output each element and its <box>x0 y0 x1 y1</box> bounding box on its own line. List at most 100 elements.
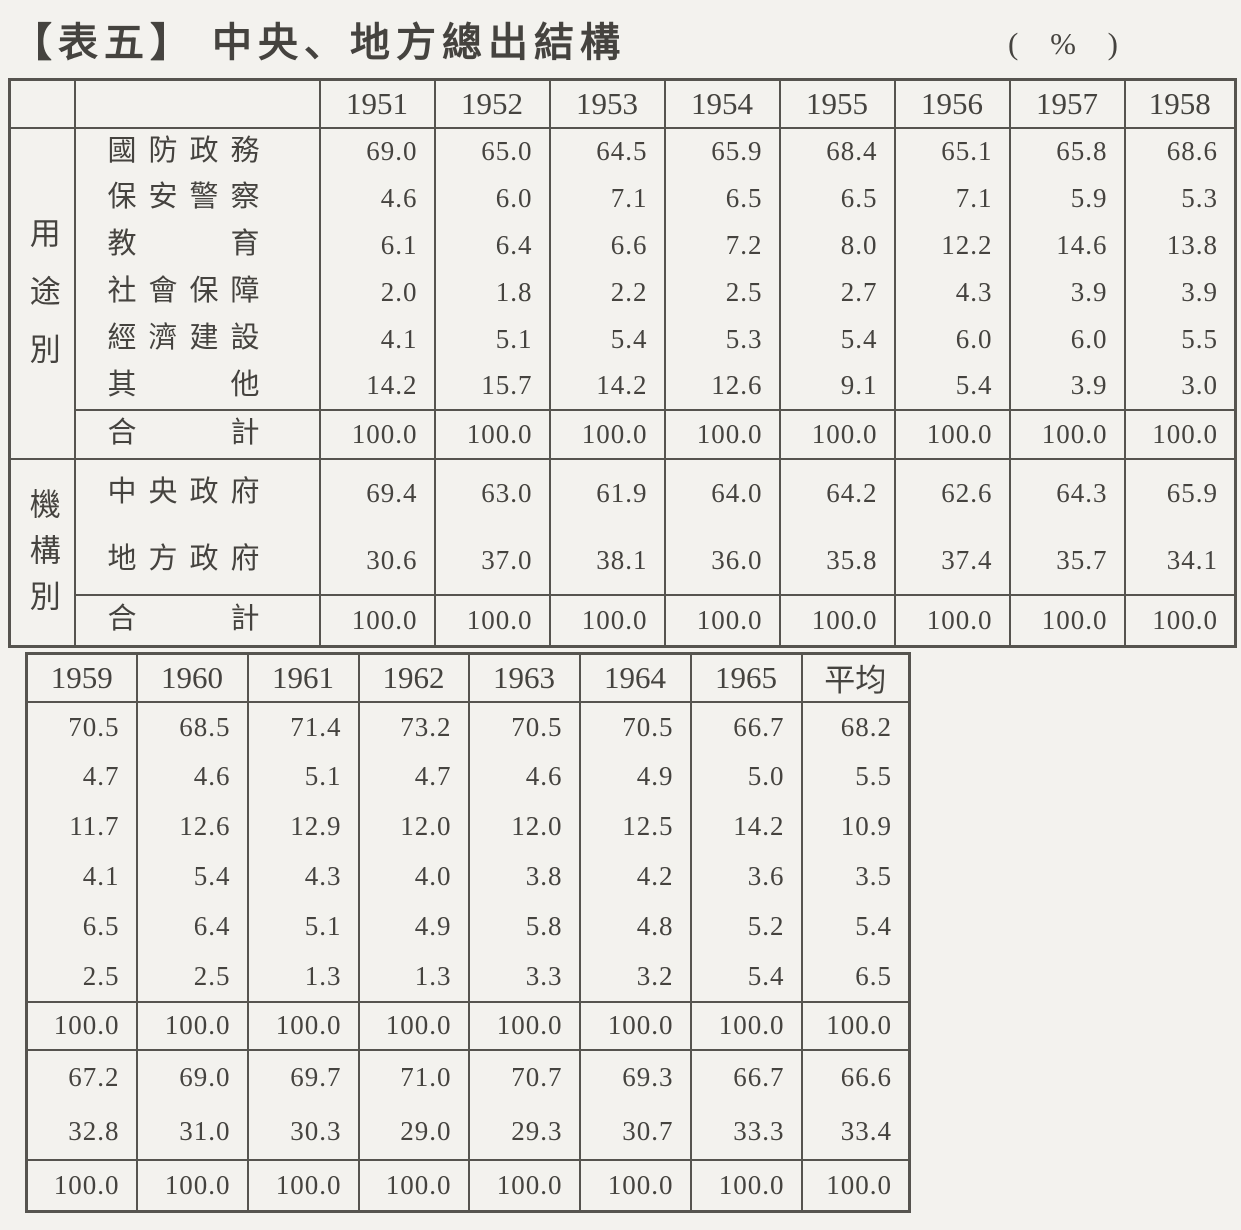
value-cell: 34.1 <box>1123 526 1236 595</box>
value-cell: 100.0 <box>357 1158 469 1213</box>
row-label-cell: 經濟建設 <box>73 315 320 363</box>
row-label: 經濟建設 <box>107 322 260 355</box>
value-cell: 100.0 <box>689 1158 802 1213</box>
row-label: 教育 <box>107 228 260 261</box>
value-cell: 1.3 <box>357 951 469 1002</box>
value-cell: 6.5 <box>800 951 910 1002</box>
row-label-cell: 國防政務 <box>73 127 320 175</box>
value-cell: 6.5 <box>663 174 780 222</box>
value-cell: 70.5 <box>25 701 137 752</box>
value-cell: 2.5 <box>663 268 780 316</box>
value-cell: 3.9 <box>1008 268 1125 316</box>
value-cell: 69.0 <box>318 127 435 175</box>
row-label: 其他 <box>107 368 260 401</box>
value-cell: 30.7 <box>578 1104 691 1160</box>
value-cell: 100.0 <box>246 1000 359 1051</box>
total-label-cell: 合計 <box>73 408 320 460</box>
value-cell: 12.2 <box>893 221 1010 269</box>
value-cell: 100.0 <box>800 1158 910 1213</box>
value-cell: 4.0 <box>357 851 469 902</box>
value-cell: 69.3 <box>578 1049 691 1105</box>
value-cell: 4.9 <box>578 751 691 802</box>
value-cell: 100.0 <box>893 408 1010 460</box>
value-cell: 1.3 <box>246 951 359 1002</box>
total-label: 合計 <box>107 603 260 636</box>
value-cell: 11.7 <box>25 801 137 852</box>
value-cell: 2.5 <box>25 951 137 1002</box>
value-cell: 100.0 <box>135 1158 248 1213</box>
value-cell: 4.6 <box>318 174 435 222</box>
year-header-cell: 1958 <box>1123 79 1236 129</box>
year-header-cell: 1961 <box>246 653 359 703</box>
value-cell: 5.4 <box>135 851 248 902</box>
year-header-cell: 1964 <box>578 653 691 703</box>
table-row: 其他 14.2 15.7 14.2 12.6 9.1 5.4 3.9 3.0 <box>10 362 1236 410</box>
value-cell: 65.0 <box>433 127 550 175</box>
value-cell: 100.0 <box>663 593 780 648</box>
value-cell: 10.9 <box>800 801 910 852</box>
value-cell: 5.9 <box>1008 174 1125 222</box>
table-row: 1951 1952 1953 1954 1955 1956 1957 1958 <box>8 79 1236 129</box>
value-cell: 100.0 <box>778 593 895 648</box>
value-cell: 100.0 <box>357 1000 469 1051</box>
value-cell: 14.6 <box>1008 221 1125 269</box>
value-cell: 13.8 <box>1123 221 1236 269</box>
value-cell: 68.4 <box>778 127 895 175</box>
value-cell: 14.2 <box>318 362 435 410</box>
table-row: 保安警察 4.6 6.0 7.1 6.5 6.5 7.1 5.9 5.3 <box>10 174 1236 222</box>
value-cell: 12.0 <box>467 801 580 852</box>
value-cell: 64.0 <box>663 458 780 527</box>
value-cell: 30.3 <box>246 1104 359 1160</box>
row-label: 地方政府 <box>107 543 260 576</box>
year-header-cell: 1955 <box>778 79 895 129</box>
value-cell: 64.5 <box>548 127 665 175</box>
table-row: 1959 1960 1961 1962 1963 1964 1965 平均 <box>25 653 910 703</box>
group-label-usage: 用途別 <box>24 217 60 391</box>
value-cell: 100.0 <box>467 1158 580 1213</box>
value-cell: 12.6 <box>135 801 248 852</box>
table-row: 用途別 國防政務 69.0 65.0 64.5 65.9 68.4 65.1 65.8 68.6 <box>8 126 1236 459</box>
value-cell: 6.6 <box>548 221 665 269</box>
value-cell: 9.1 <box>778 362 895 410</box>
row-label: 中央政府 <box>107 476 260 509</box>
table-row: 67.2 69.0 69.7 71.0 70.7 69.3 66.7 66.6 <box>25 1049 910 1105</box>
value-cell: 5.3 <box>663 315 780 363</box>
value-cell: 29.3 <box>467 1104 580 1160</box>
value-cell: 6.5 <box>25 901 137 952</box>
value-cell: 5.1 <box>246 901 359 952</box>
table-row: 4.1 5.4 4.3 4.0 3.8 4.2 3.6 3.5 <box>25 851 910 902</box>
value-cell: 71.4 <box>246 701 359 752</box>
table-row: 合計 100.0 100.0 100.0 100.0 100.0 100.0 100.0 100… <box>10 408 1236 460</box>
value-cell: 7.2 <box>663 221 780 269</box>
value-cell: 5.4 <box>548 315 665 363</box>
year-header-cell: 1957 <box>1008 79 1125 129</box>
table-part-2-years-1959-1965: 1959 1960 1961 1962 1963 1964 1965 平均 70.5 68.5 71… <box>25 652 911 1213</box>
value-cell: 100.0 <box>433 408 550 460</box>
percent-unit-label: ( % ) <box>1008 26 1130 61</box>
value-cell: 12.9 <box>246 801 359 852</box>
value-cell: 3.8 <box>467 851 580 902</box>
total-label: 合計 <box>107 417 260 450</box>
table-row: 機構別 中央政府 69.4 63.0 61.9 64.0 64.2 62.6 64.3 65.9 <box>8 457 1236 647</box>
value-cell: 8.0 <box>778 221 895 269</box>
value-cell: 5.3 <box>1123 174 1236 222</box>
value-cell: 65.9 <box>663 127 780 175</box>
value-cell: 14.2 <box>548 362 665 410</box>
value-cell: 100.0 <box>135 1000 248 1051</box>
value-cell: 5.5 <box>1123 315 1236 363</box>
group-label-cell: 機構別 <box>8 457 75 647</box>
value-cell: 31.0 <box>135 1104 248 1160</box>
row-label-cell: 教育 <box>73 221 320 269</box>
value-cell: 4.7 <box>357 751 469 802</box>
group-label-cell: 用途別 <box>8 126 75 459</box>
value-cell: 100.0 <box>1008 408 1125 460</box>
row-label-cell: 中央政府 <box>73 458 320 527</box>
value-cell: 30.6 <box>318 526 435 595</box>
year-header-cell: 1953 <box>548 79 665 129</box>
value-cell: 100.0 <box>318 408 435 460</box>
value-cell: 100.0 <box>25 1158 137 1213</box>
value-cell: 4.1 <box>318 315 435 363</box>
value-cell: 100.0 <box>663 408 780 460</box>
value-cell: 12.6 <box>663 362 780 410</box>
year-header-cell: 1954 <box>663 79 780 129</box>
